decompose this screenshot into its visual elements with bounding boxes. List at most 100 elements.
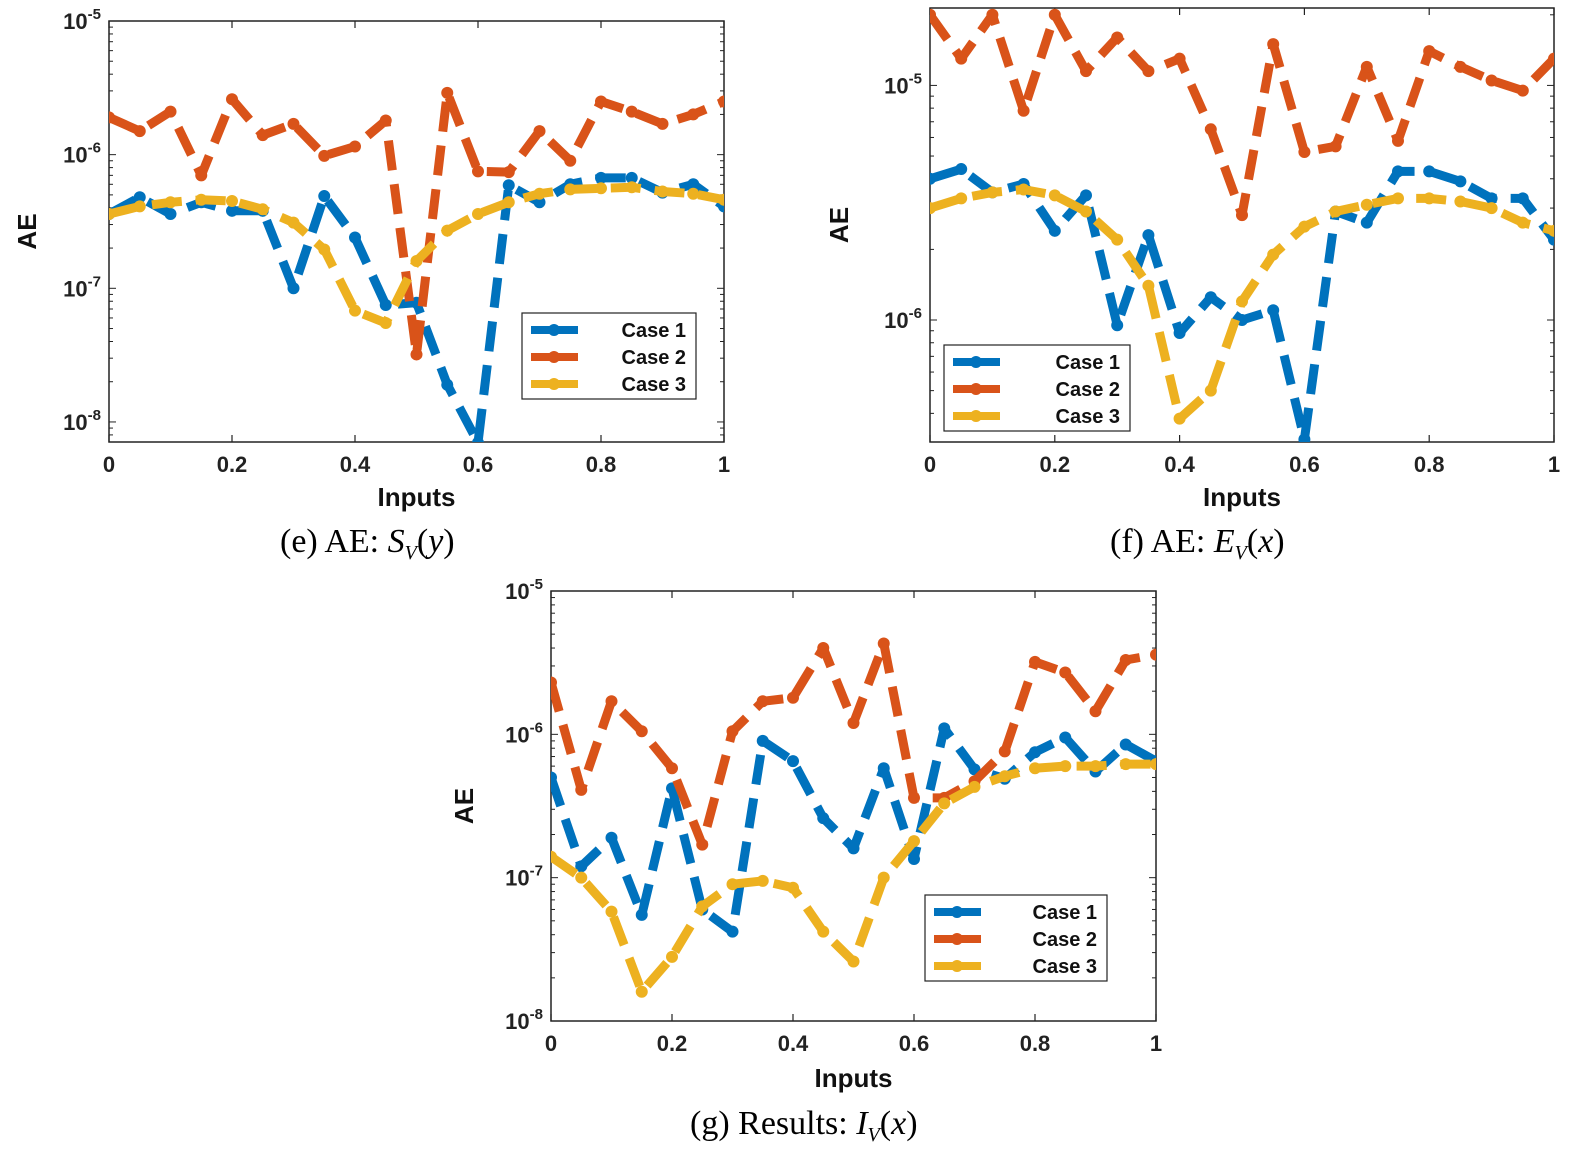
legend: Case 1 Case 2 Case 3	[924, 894, 1108, 982]
data-point-case-3	[379, 317, 392, 330]
data-point-case-1	[938, 722, 951, 735]
data-point-case-3	[1360, 198, 1373, 211]
data-point-case-1	[1119, 738, 1132, 751]
chart-e: 0 0.2 0.4 0.6 0.8 1 10-8 10-7 10-6 10-5 Inputs AE Ca…	[12, 6, 730, 564]
data-point-case-3	[133, 200, 146, 213]
data-point-case-2	[930, 8, 936, 21]
legend-label-case-1: Case 1	[622, 320, 687, 342]
data-point-case-3	[877, 871, 890, 884]
data-point-case-1	[817, 812, 830, 825]
data-point-case-3	[635, 985, 648, 998]
data-point-case-3	[1029, 762, 1041, 775]
data-point-case-3	[1080, 205, 1092, 218]
data-point-case-3	[472, 207, 484, 220]
x-tick-label: 1	[1150, 1031, 1162, 1056]
data-point-case-3	[726, 878, 739, 891]
x-tick-label: 0.4	[1164, 452, 1195, 477]
data-point-case-3	[226, 194, 238, 207]
data-point-case-3	[1298, 220, 1311, 233]
data-point-case-1	[1485, 192, 1498, 205]
data-point-case-3	[1516, 216, 1529, 229]
data-point-case-1	[164, 207, 177, 220]
data-point-case-3	[595, 182, 607, 195]
data-point-case-1	[908, 852, 920, 865]
series-group	[109, 86, 724, 442]
data-point-case-3	[1204, 384, 1217, 397]
y-tick-label: 10-5	[884, 70, 922, 98]
data-point-case-1	[133, 191, 146, 204]
data-point-case-1	[1142, 229, 1155, 242]
data-point-case-1	[930, 172, 936, 185]
data-point-case-3	[696, 900, 709, 913]
data-point-case-1	[1173, 327, 1186, 340]
data-point-case-1	[726, 925, 739, 938]
data-point-case-1	[379, 298, 392, 311]
data-point-case-2	[287, 117, 300, 130]
data-point-case-3	[687, 187, 700, 200]
data-point-case-3	[1236, 295, 1248, 308]
chart-g: 0 0.2 0.4 0.6 0.8 1 10-8 10-7 10-6 10-5 Inputs AE Ca…	[449, 576, 1162, 1146]
data-point-case-3	[847, 955, 860, 968]
data-point-case-2	[635, 725, 648, 738]
data-point-case-2	[1485, 74, 1498, 87]
data-point-case-3	[195, 193, 208, 206]
data-point-case-1	[575, 860, 588, 873]
data-point-case-3	[256, 203, 269, 216]
data-point-case-2	[787, 691, 799, 704]
data-point-case-2	[502, 166, 515, 179]
legend-label-case-2: Case 2	[1033, 929, 1098, 951]
x-axis-label: Inputs	[1203, 482, 1281, 512]
legend-marker-case-3	[951, 960, 963, 972]
data-point-case-2	[1059, 666, 1072, 679]
x-tick-label: 0.4	[778, 1031, 809, 1056]
data-point-case-3	[287, 216, 300, 229]
data-point-case-1	[635, 908, 648, 921]
data-point-case-2	[1119, 654, 1132, 667]
data-point-case-2	[877, 637, 890, 650]
y-tick-label: 10-6	[884, 305, 922, 333]
data-point-case-2	[575, 783, 588, 796]
y-axis-label: AE	[824, 207, 854, 243]
data-point-case-1	[756, 734, 769, 747]
legend-marker-case-1	[970, 356, 982, 368]
data-point-case-2	[1017, 104, 1030, 117]
data-point-case-2	[551, 676, 557, 689]
data-point-case-1	[1029, 746, 1041, 759]
data-point-case-1	[1111, 319, 1124, 332]
x-axis-label: Inputs	[815, 1063, 893, 1093]
legend-label-case-3: Case 3	[1033, 956, 1098, 978]
data-point-case-2	[133, 125, 146, 138]
x-tick-label: 0.6	[463, 452, 494, 477]
data-point-case-2	[349, 140, 361, 153]
figure-caption: (f) AE: EV(x)	[1110, 523, 1285, 564]
legend-marker-case-3	[548, 378, 560, 390]
data-point-case-2	[908, 791, 920, 804]
x-tick-label: 0.2	[217, 452, 248, 477]
data-point-case-2	[195, 169, 208, 182]
data-point-case-1	[533, 196, 546, 209]
data-point-case-2	[1173, 52, 1186, 65]
x-tick-label: 0	[924, 452, 936, 477]
data-point-case-3	[817, 925, 830, 938]
data-point-case-2	[1329, 140, 1342, 153]
x-tick-label: 0.8	[1020, 1031, 1051, 1056]
x-tick-label: 0.8	[1414, 452, 1445, 477]
data-point-case-3	[1454, 195, 1467, 208]
data-point-case-1	[847, 842, 860, 855]
series-group	[551, 637, 1156, 998]
data-point-case-1	[625, 171, 638, 184]
data-point-case-2	[1423, 45, 1436, 58]
data-point-case-3	[1059, 760, 1072, 773]
data-point-case-3	[938, 797, 951, 810]
data-point-case-1	[1360, 216, 1373, 229]
data-point-case-1	[1059, 731, 1072, 744]
data-point-case-3	[551, 850, 557, 863]
data-point-case-2	[226, 93, 238, 106]
data-point-case-3	[756, 874, 769, 887]
data-point-case-2	[595, 95, 607, 108]
y-tick-label: 10-6	[505, 719, 543, 747]
data-point-case-2	[1150, 648, 1156, 661]
data-point-case-1	[318, 190, 331, 203]
data-point-case-1	[472, 436, 484, 442]
data-point-case-2	[1392, 134, 1404, 147]
